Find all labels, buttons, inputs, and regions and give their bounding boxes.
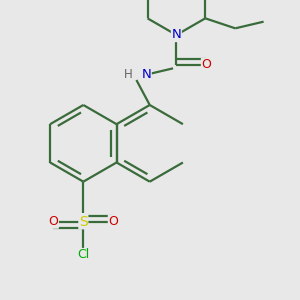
- Text: H: H: [124, 68, 133, 82]
- Text: N: N: [172, 28, 181, 41]
- Text: O: O: [48, 215, 58, 228]
- Text: N: N: [141, 68, 151, 82]
- Text: S: S: [79, 215, 88, 229]
- Text: O: O: [202, 58, 211, 71]
- Text: Cl: Cl: [77, 248, 89, 262]
- Text: O: O: [108, 215, 118, 228]
